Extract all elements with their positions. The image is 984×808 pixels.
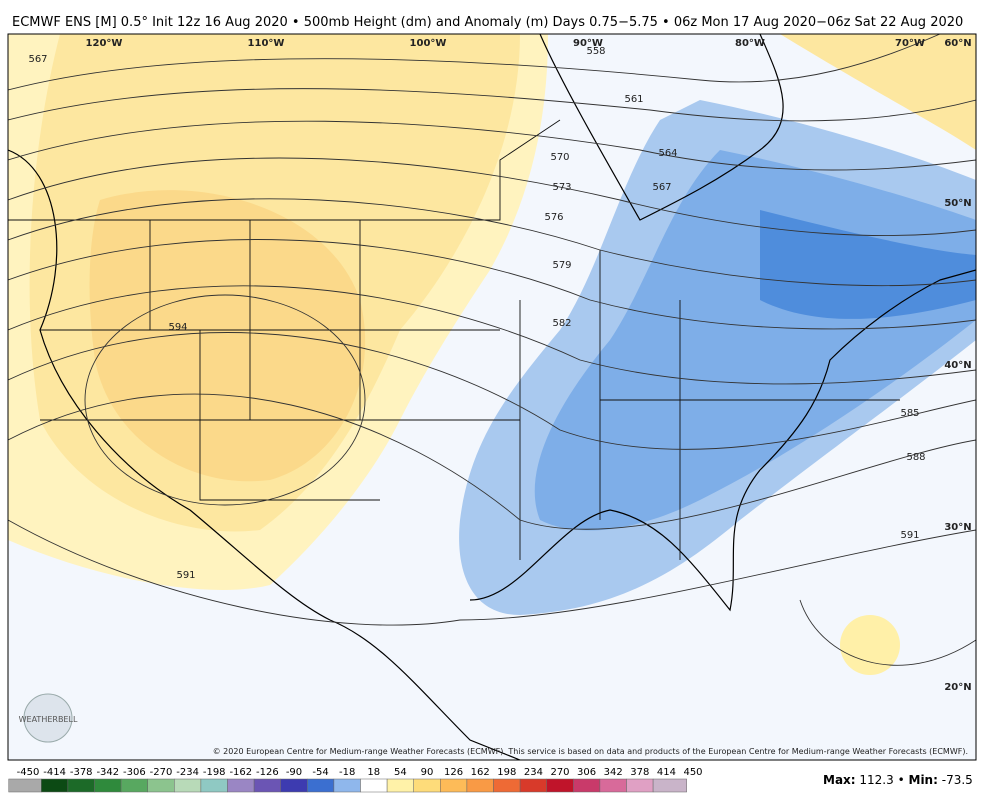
colorbar-swatch (546, 778, 574, 793)
colorbar-swatch (307, 778, 335, 793)
contour-label: 591 (900, 530, 919, 541)
separator: • (898, 773, 905, 787)
colorbar-swatch (120, 778, 148, 793)
graticule-label: 50°N (944, 198, 971, 209)
colorbar-label: -18 (339, 767, 355, 778)
colorbar-swatch (466, 778, 494, 793)
colorbar-swatch (386, 778, 414, 793)
contour-label: 573 (552, 182, 571, 193)
max-value: 112.3 (859, 773, 893, 787)
colorbar-swatch (573, 778, 601, 793)
logo: WEATHERBELL (19, 693, 78, 743)
colorbar-swatch (519, 778, 547, 793)
colorbar-swatch (8, 778, 42, 793)
anomaly-positive (89, 190, 366, 482)
colorbar-swatch (626, 778, 654, 793)
credit: © 2020 European Centre for Medium-range … (213, 747, 968, 756)
map: WEATHERBELL © 2020 European Centre for M… (7, 33, 977, 761)
graticule-label: 30°N (944, 522, 971, 533)
colorbar-swatch (253, 778, 281, 793)
graticule-label: 60°N (944, 38, 971, 49)
colorbar-swatch (174, 778, 202, 793)
colorbar-label: -342 (96, 767, 119, 778)
colorbar-label: 450 (683, 767, 702, 778)
colorbar-swatch (360, 778, 388, 793)
colorbar-swatch (493, 778, 521, 793)
colorbar-label: -378 (70, 767, 93, 778)
min-value: -73.5 (942, 773, 973, 787)
colorbar-label: 342 (604, 767, 623, 778)
contour-label: 576 (544, 212, 563, 223)
graticule-label: 20°N (944, 682, 971, 693)
contour-label: 567 (652, 182, 671, 193)
title: ECMWF ENS [M] 0.5° Init 12z 16 Aug 2020 … (12, 15, 963, 30)
contour-label: 594 (168, 322, 187, 333)
colorbar-label: 270 (550, 767, 569, 778)
colorbar-label: -126 (256, 767, 279, 778)
colorbar-swatch (440, 778, 468, 793)
colorbar-swatch (333, 778, 361, 793)
colorbar-swatch (94, 778, 122, 793)
contour-label: 558 (586, 46, 605, 57)
colorbar-label: 234 (524, 767, 543, 778)
map-frame (7, 33, 977, 761)
colorbar-swatch (652, 778, 687, 793)
colorbar-swatch (200, 778, 228, 793)
contour-label: 561 (624, 94, 643, 105)
colorbar-label: -162 (229, 767, 252, 778)
graticule-label: 40°N (944, 360, 971, 371)
contour-label: 579 (552, 260, 571, 271)
colorbar-swatch (413, 778, 441, 793)
colorbar-swatch (41, 778, 69, 793)
contours (8, 34, 976, 666)
colorbar-label: 54 (394, 767, 407, 778)
colorbar-label: 126 (444, 767, 463, 778)
colorbar-label: -198 (203, 767, 226, 778)
colorbar-swatch (280, 778, 308, 793)
contour-label: 585 (900, 408, 919, 419)
colorbar-label: -450 (17, 767, 40, 778)
colorbar-label: 198 (497, 767, 516, 778)
colorbar-label: 414 (657, 767, 676, 778)
colorbar-label: 162 (471, 767, 490, 778)
colorbar-swatch (147, 778, 175, 793)
contour-label: 570 (550, 152, 569, 163)
colorbar-label: 306 (577, 767, 596, 778)
contour-label: 588 (906, 452, 925, 463)
colorbar-label: -270 (150, 767, 173, 778)
colorbar-label: -90 (286, 767, 302, 778)
graticule-label: 120°W (86, 38, 123, 49)
anomaly-negative (760, 210, 976, 319)
graticule-label: 70°W (895, 38, 925, 49)
colorbar-swatch (599, 778, 627, 793)
colorbar-label: -414 (43, 767, 66, 778)
anomaly-positive (780, 34, 976, 150)
colorbar-label: 90 (421, 767, 434, 778)
anomaly-positive (840, 615, 900, 675)
contour-label: 564 (658, 148, 677, 159)
borders (8, 119, 900, 560)
max-label: Max: (823, 773, 856, 787)
colorbar: -450 -414 -378 -342 -306 -270 -234 -198 -162 -126… (8, 767, 703, 793)
coastline (8, 34, 976, 760)
graticule-label: 90°W (573, 38, 603, 49)
colorbar-swatch (67, 778, 95, 793)
stats: Max: 112.3 • Min: -73.5 (823, 773, 973, 787)
contour-label: 582 (552, 318, 571, 329)
colorbar-label: -54 (312, 767, 328, 778)
colorbar-label: -234 (176, 767, 199, 778)
colorbar-label: 18 (367, 767, 380, 778)
contour-label: 591 (176, 570, 195, 581)
logo-text: WEATHERBELL (19, 715, 78, 724)
colorbar-swatch (227, 778, 255, 793)
graticule-label: 80°W (735, 38, 765, 49)
graticule-label: 110°W (248, 38, 285, 49)
colorbar-label: -306 (123, 767, 146, 778)
colorbar-label: 378 (630, 767, 649, 778)
graticule-label: 100°W (410, 38, 447, 49)
contour-label: 567 (28, 54, 47, 65)
min-label: Min: (909, 773, 938, 787)
